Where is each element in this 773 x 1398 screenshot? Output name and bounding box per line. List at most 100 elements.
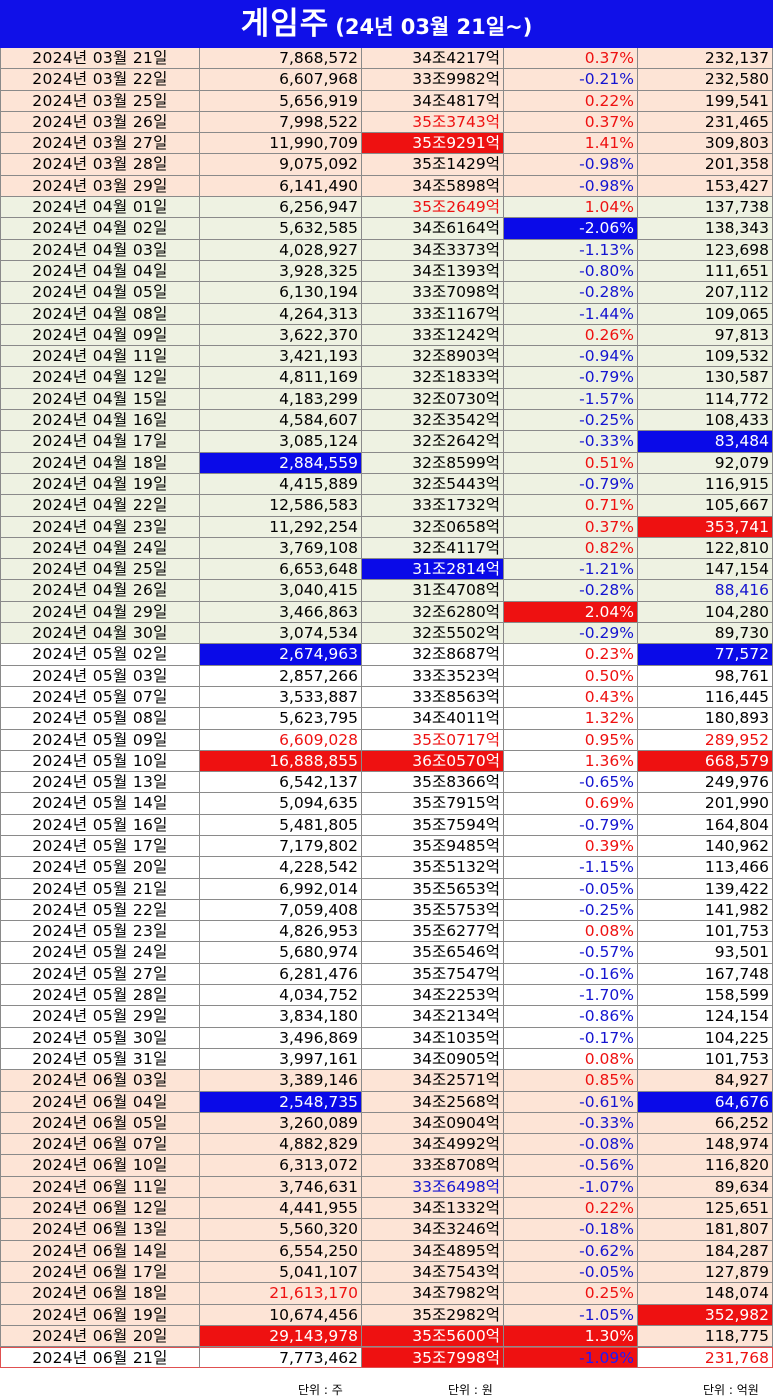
volume-cell: 3,421,193 [200,346,362,368]
trade-amount-cell: 104,280 [638,601,773,624]
trade-amount-cell: 153,427 [638,175,773,198]
trade-amount-cell: 180,893 [638,708,773,730]
volume-cell: 11,990,709 [200,133,362,155]
trade-amount-cell: 201,358 [638,154,773,176]
table-row: 2024년 05월 24일 5,680,974 35조6546억 -0.57% 93,5… [0,942,773,964]
market-cap-cell: 35조6277억 [362,921,504,943]
change-rate-cell: -0.33% [504,431,638,453]
volume-cell: 4,028,927 [200,239,362,261]
change-rate-cell: -1.70% [504,985,638,1007]
change-rate-cell: 0.26% [504,324,638,347]
trade-amount-cell: 199,541 [638,90,773,112]
trade-amount-cell: 184,287 [638,1240,773,1262]
volume-cell: 3,622,370 [200,324,362,347]
market-cap-cell: 33조6498억 [362,1176,504,1199]
volume-cell: 6,281,476 [200,963,362,986]
volume-cell: 6,141,490 [200,175,362,198]
market-cap-cell: 34조4011억 [362,708,504,730]
volume-cell: 5,656,919 [200,90,362,112]
market-cap-cell: 35조2649억 [362,197,504,219]
trade-amount-cell: 98,761 [638,665,773,687]
change-rate-cell: -2.06% [504,218,638,240]
table-row: 2024년 05월 16일 5,481,805 35조7594억 -0.79% 164,… [0,814,773,836]
market-cap-cell: 33조7098억 [362,282,504,304]
date-cell: 2024년 04월 18일 [0,452,200,474]
date-cell: 2024년 04월 11일 [0,346,200,368]
date-cell: 2024년 06월 04일 [0,1091,200,1113]
volume-cell: 6,554,250 [200,1240,362,1262]
volume-cell: 3,769,108 [200,537,362,560]
change-rate-cell: 0.95% [504,729,638,751]
table-row: 2024년 06월 14일 6,554,250 34조4895억 -0.62% 184,… [0,1240,773,1262]
volume-cell: 5,481,805 [200,814,362,836]
date-cell: 2024년 04월 03일 [0,239,200,261]
change-rate-cell: 0.39% [504,835,638,858]
date-cell: 2024년 04월 08일 [0,303,200,325]
volume-cell: 2,674,963 [200,644,362,666]
table-row: 2024년 04월 04일 3,928,325 34조1393억 -0.80% 111,… [0,260,773,283]
table-row: 2024년 03월 25일 5,656,919 34조4817억 0.22% 199,5… [0,90,773,112]
date-cell: 2024년 05월 23일 [0,921,200,943]
unit-shares-label: 단위 : 주 [298,1383,343,1397]
date-cell: 2024년 05월 20일 [0,857,200,879]
market-cap-cell: 32조0730억 [362,388,504,411]
volume-cell: 10,674,456 [200,1304,362,1326]
date-cell: 2024년 04월 22일 [0,495,200,517]
table-row: 2024년 06월 13일 5,560,320 34조3246억 -0.18% 181,… [0,1219,773,1241]
volume-cell: 4,811,169 [200,367,362,389]
table-row: 2024년 06월 18일 21,613,170 34조7982억 0.25% 148,… [0,1283,773,1305]
table-row: 2024년 06월 11일 3,746,631 33조6498억 -1.07% 89,6… [0,1176,773,1199]
volume-cell: 3,074,534 [200,623,362,645]
market-cap-cell: 35조8366억 [362,772,504,794]
table-row: 2024년 04월 30일 3,074,534 32조5502억 -0.29% 89,7… [0,623,773,645]
volume-cell: 2,884,559 [200,452,362,474]
trade-amount-cell: 289,952 [638,729,773,751]
table-row: 2024년 04월 09일 3,622,370 33조1242억 0.26% 97,81… [0,324,773,347]
date-cell: 2024년 06월 19일 [0,1304,200,1326]
market-cap-cell: 34조4992억 [362,1134,504,1156]
change-rate-cell: -0.33% [504,1112,638,1135]
volume-cell: 7,059,408 [200,899,362,922]
trade-amount-cell: 122,810 [638,537,773,560]
market-cap-cell: 34조1393억 [362,260,504,283]
unit-won-label: 단위 : 원 [448,1383,493,1397]
change-rate-cell: -0.05% [504,1261,638,1284]
trade-amount-cell: 147,154 [638,559,773,581]
date-cell: 2024년 06월 05일 [0,1112,200,1135]
trade-amount-cell: 232,580 [638,69,773,91]
change-rate-cell: -1.15% [504,857,638,879]
trade-amount-cell: 181,807 [638,1219,773,1241]
trade-amount-cell: 105,667 [638,495,773,517]
date-cell: 2024년 05월 09일 [0,729,200,751]
volume-cell: 6,607,968 [200,69,362,91]
trade-amount-cell: 231,465 [638,111,773,134]
volume-cell: 3,496,869 [200,1027,362,1049]
title-main: 게임주 [240,6,330,42]
date-cell: 2024년 05월 22일 [0,899,200,922]
date-cell: 2024년 05월 17일 [0,835,200,858]
table-row: 2024년 04월 03일 4,028,927 34조3373억 -1.13% 123,… [0,239,773,261]
date-cell: 2024년 05월 08일 [0,708,200,730]
table-row: 2024년 04월 26일 3,040,415 31조4708억 -0.28% 88,4… [0,580,773,602]
volume-cell: 4,441,955 [200,1198,362,1220]
change-rate-cell: 0.71% [504,495,638,517]
table-row: 2024년 05월 09일 6,609,028 35조0717억 0.95% 289,9… [0,729,773,751]
change-rate-cell: -0.61% [504,1091,638,1113]
change-rate-cell: 0.82% [504,537,638,560]
trade-amount-cell: 77,572 [638,644,773,666]
table-row: 2024년 04월 25일 6,653,648 31조2814억 -1.21% 147,… [0,559,773,581]
change-rate-cell: 0.08% [504,1048,638,1071]
change-rate-cell: -0.98% [504,175,638,198]
volume-cell: 4,882,829 [200,1134,362,1156]
volume-cell: 4,034,752 [200,985,362,1007]
volume-cell: 4,415,889 [200,473,362,496]
trade-amount-cell: 101,753 [638,921,773,943]
volume-cell: 5,632,585 [200,218,362,240]
market-cap-cell: 33조1242억 [362,324,504,347]
date-cell: 2024년 05월 02일 [0,644,200,666]
table-row: 2024년 05월 17일 7,179,802 35조9485억 0.39% 140,9… [0,835,773,858]
volume-cell: 3,085,124 [200,431,362,453]
date-cell: 2024년 05월 29일 [0,1006,200,1028]
market-cap-cell: 36조0570억 [362,750,504,773]
table-row: 2024년 05월 23일 4,826,953 35조6277억 0.08% 101,7… [0,921,773,943]
